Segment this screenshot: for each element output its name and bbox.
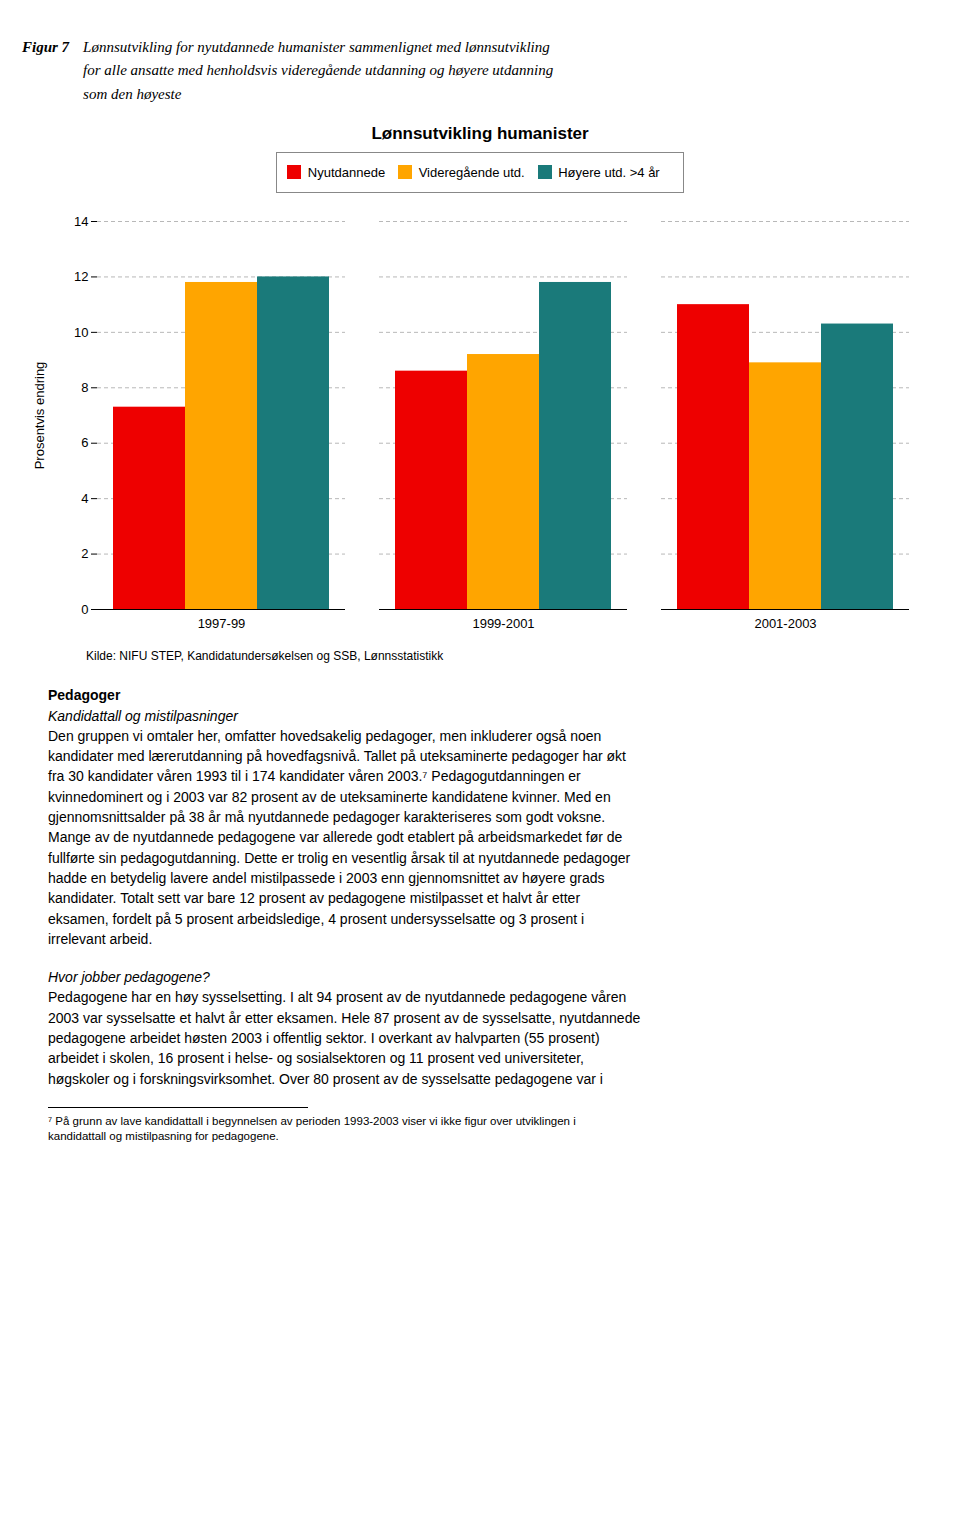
svg-text:Prosentvis endring: Prosentvis endring <box>32 362 47 470</box>
html-text:Nyutdannede: Nyutdannede <box>307 164 386 180</box>
html-text:⁷ På grunn av lave kandidattal: ⁷ På grunn av lave kandidattall i begynn… <box>48 1114 576 1142</box>
html-text:Figur 7: Figur 7 <box>22 39 70 55</box>
svg-text:0: 0 <box>81 602 88 617</box>
html-text:Kandidattall og mistilpasninge: Kandidattall og mistilpasninger <box>48 707 238 724</box>
svg-text:6: 6 <box>81 436 88 451</box>
html-text:Videregående utd.: Videregående utd. <box>418 164 525 180</box>
html-text:Pedagogene har en høy sysselse: Pedagogene har en høy sysselsetting. I a… <box>48 989 641 1087</box>
html-text:Kilde: NIFU STEP, Kandidatunde: Kilde: NIFU STEP, Kandidatundersøkelsen … <box>86 649 444 664</box>
html-text:Høyere utd. >4 år: Høyere utd. >4 år <box>558 164 660 180</box>
svg-text:2001-2003: 2001-2003 <box>754 616 816 631</box>
html-text:Den gruppen vi omtaler her, om: Den gruppen vi omtaler her, omfatter hov… <box>48 727 631 947</box>
svg-text:1997-99: 1997-99 <box>198 616 246 631</box>
svg-text:12: 12 <box>74 269 88 284</box>
html-text:Pedagoger: Pedagoger <box>48 687 121 704</box>
svg-text:8: 8 <box>81 380 88 395</box>
svg-text:2: 2 <box>81 546 88 561</box>
svg-text:14: 14 <box>74 214 88 229</box>
html-text:Hvor jobber pedagogene?: Hvor jobber pedagogene? <box>48 969 210 986</box>
svg-text:10: 10 <box>74 325 88 340</box>
html-text:Lønnsutvikling humanister: Lønnsutvikling humanister <box>371 123 589 143</box>
svg-text:4: 4 <box>81 491 88 506</box>
svg-text:1999-2001: 1999-2001 <box>472 616 534 631</box>
html-text:Lønnsutvikling for nyutdannede: Lønnsutvikling for nyutdannede humaniste… <box>83 39 554 102</box>
